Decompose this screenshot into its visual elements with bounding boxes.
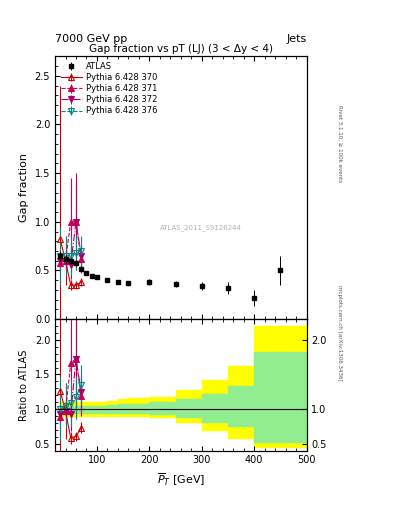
Title: Gap fraction vs pT (LJ) (3 < Δy < 4): Gap fraction vs pT (LJ) (3 < Δy < 4) [89, 44, 273, 54]
Text: ATLAS_2011_S9126244: ATLAS_2011_S9126244 [160, 224, 242, 230]
Y-axis label: Ratio to ATLAS: Ratio to ATLAS [19, 349, 29, 420]
Text: Jets: Jets [286, 33, 307, 44]
Y-axis label: Gap fraction: Gap fraction [19, 153, 29, 222]
Text: mcplots.cern.ch [arXiv:1306.3436]: mcplots.cern.ch [arXiv:1306.3436] [338, 285, 342, 380]
Legend: ATLAS, Pythia 6.428 370, Pythia 6.428 371, Pythia 6.428 372, Pythia 6.428 376: ATLAS, Pythia 6.428 370, Pythia 6.428 37… [57, 59, 161, 119]
X-axis label: $\overline{P}_T$ [GeV]: $\overline{P}_T$ [GeV] [157, 471, 205, 487]
Text: 7000 GeV pp: 7000 GeV pp [55, 33, 127, 44]
Text: Rivet 3.1.10, ≥ 100k events: Rivet 3.1.10, ≥ 100k events [338, 105, 342, 182]
